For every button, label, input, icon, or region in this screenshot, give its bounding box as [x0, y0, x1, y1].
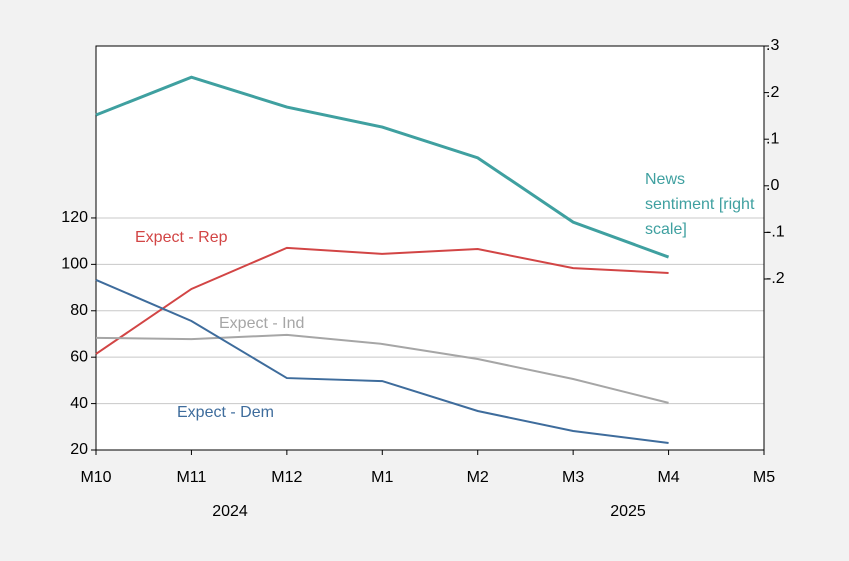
series-line [95, 278, 669, 445]
y2-tick-label: .0 [766, 177, 779, 194]
series-label: Expect - Rep [135, 229, 228, 246]
x-tick-label: M12 [271, 469, 302, 486]
y-tick-label: 100 [61, 256, 88, 273]
series-label: Expect - Ind [219, 315, 305, 332]
x-tick-label: M3 [562, 469, 584, 486]
y-tick-label: 40 [70, 395, 88, 412]
y2-tick-label: -.1 [766, 224, 785, 241]
y-tick-label: 20 [70, 441, 88, 458]
series-label: News sentiment [right scale] [645, 171, 755, 238]
x-tick-label: M10 [80, 469, 111, 486]
y2-tick-label: .2 [766, 84, 779, 101]
series-line [95, 333, 669, 404]
plot-area [96, 46, 764, 450]
series-label: Expect - Dem [177, 404, 274, 421]
x-tick-label: M11 [176, 469, 206, 486]
x-group-label: 2024 [212, 503, 248, 520]
y2-tick-label: .1 [766, 130, 779, 147]
x-group-label: 2025 [610, 503, 646, 520]
y2-tick-label: .3 [766, 37, 779, 54]
x-tick-label: M1 [371, 469, 393, 486]
y-tick-label: 80 [70, 302, 88, 319]
x-tick-label: M2 [467, 469, 489, 486]
x-tick-label: M5 [753, 469, 775, 486]
y-tick-label: 120 [61, 209, 88, 226]
y2-tick-label: -.2 [766, 270, 785, 287]
x-tick-label: M4 [657, 469, 679, 486]
plot-frame [95, 45, 765, 451]
y-tick-label: 60 [70, 348, 88, 365]
series-line [95, 246, 669, 355]
series-line [95, 75, 670, 259]
